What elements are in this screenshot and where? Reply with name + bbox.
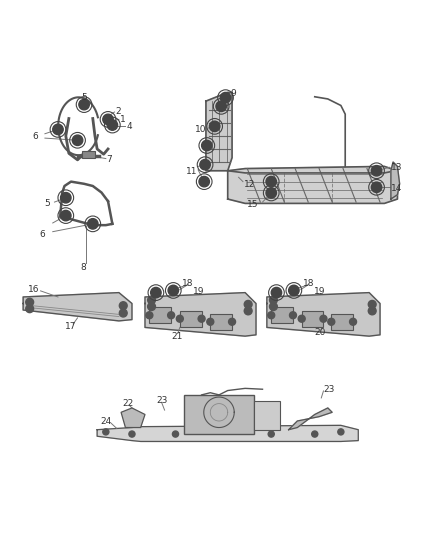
Circle shape: [60, 211, 71, 221]
Polygon shape: [267, 293, 380, 336]
Bar: [210, 314, 232, 329]
Circle shape: [220, 92, 231, 103]
Circle shape: [268, 312, 275, 319]
Circle shape: [368, 301, 376, 308]
Polygon shape: [289, 408, 332, 430]
Circle shape: [350, 318, 357, 325]
Circle shape: [103, 429, 109, 435]
Circle shape: [244, 307, 252, 315]
Text: 21: 21: [171, 332, 183, 341]
Circle shape: [269, 296, 277, 304]
Bar: [184, 395, 254, 434]
Circle shape: [103, 114, 113, 125]
Bar: [149, 308, 171, 323]
Circle shape: [168, 312, 175, 319]
Circle shape: [173, 431, 179, 437]
Polygon shape: [82, 151, 95, 158]
Circle shape: [338, 429, 344, 435]
Circle shape: [72, 135, 83, 146]
Polygon shape: [228, 166, 397, 204]
Circle shape: [289, 285, 299, 296]
Text: 4: 4: [126, 122, 132, 131]
Text: 6: 6: [40, 230, 46, 239]
Circle shape: [266, 188, 276, 198]
Text: 1: 1: [120, 115, 126, 124]
Bar: [180, 311, 201, 327]
Bar: [302, 311, 323, 327]
Text: 19: 19: [314, 287, 325, 296]
Text: 16: 16: [28, 285, 39, 294]
Circle shape: [371, 182, 382, 192]
Circle shape: [198, 315, 205, 322]
Text: 13: 13: [391, 163, 403, 172]
Text: 17: 17: [64, 322, 76, 331]
Text: 22: 22: [122, 399, 134, 408]
Bar: [331, 314, 353, 329]
Circle shape: [200, 159, 210, 170]
Circle shape: [107, 120, 117, 130]
Text: 10: 10: [195, 125, 207, 134]
Circle shape: [268, 431, 274, 437]
Circle shape: [209, 121, 220, 132]
Circle shape: [328, 318, 335, 325]
Circle shape: [201, 140, 212, 151]
Polygon shape: [145, 293, 256, 336]
Circle shape: [207, 318, 214, 325]
Text: 23: 23: [323, 385, 335, 394]
Circle shape: [26, 298, 34, 306]
Circle shape: [271, 287, 282, 298]
Text: 6: 6: [33, 132, 39, 141]
Polygon shape: [97, 425, 358, 441]
Circle shape: [371, 166, 382, 176]
Circle shape: [216, 101, 226, 111]
Circle shape: [119, 309, 127, 317]
Polygon shape: [121, 408, 145, 427]
Polygon shape: [391, 162, 399, 199]
Text: 12: 12: [244, 180, 256, 189]
Circle shape: [53, 124, 63, 135]
Bar: [254, 401, 280, 430]
Text: 2: 2: [116, 108, 121, 117]
Circle shape: [151, 287, 161, 298]
Circle shape: [146, 312, 153, 319]
Polygon shape: [206, 92, 232, 171]
Circle shape: [129, 431, 135, 437]
Text: 18: 18: [182, 279, 194, 287]
Text: 5: 5: [44, 199, 50, 208]
Text: 9: 9: [231, 89, 237, 98]
Circle shape: [269, 303, 277, 310]
Circle shape: [119, 302, 127, 310]
Text: 15: 15: [247, 200, 259, 209]
Circle shape: [199, 176, 209, 187]
Text: 5: 5: [81, 93, 87, 102]
Text: 19: 19: [193, 287, 205, 296]
Text: 14: 14: [391, 184, 402, 192]
Circle shape: [266, 176, 276, 187]
Circle shape: [298, 315, 305, 322]
Text: 18: 18: [303, 279, 314, 287]
Bar: [271, 308, 293, 323]
Circle shape: [229, 318, 236, 325]
Text: 23: 23: [156, 396, 167, 405]
Circle shape: [312, 431, 318, 437]
Text: 8: 8: [81, 263, 86, 272]
Circle shape: [177, 315, 184, 322]
Circle shape: [244, 301, 252, 308]
Circle shape: [148, 296, 155, 304]
Circle shape: [368, 307, 376, 315]
Text: 20: 20: [315, 328, 326, 337]
Circle shape: [290, 312, 297, 319]
Circle shape: [168, 285, 179, 296]
Polygon shape: [23, 293, 132, 321]
Text: 7: 7: [107, 156, 113, 164]
Circle shape: [26, 305, 34, 313]
Text: 11: 11: [186, 167, 198, 176]
Circle shape: [148, 303, 155, 310]
Circle shape: [320, 315, 327, 322]
Circle shape: [79, 99, 89, 110]
Circle shape: [60, 192, 71, 203]
Circle shape: [88, 219, 98, 229]
Text: 24: 24: [101, 416, 112, 425]
